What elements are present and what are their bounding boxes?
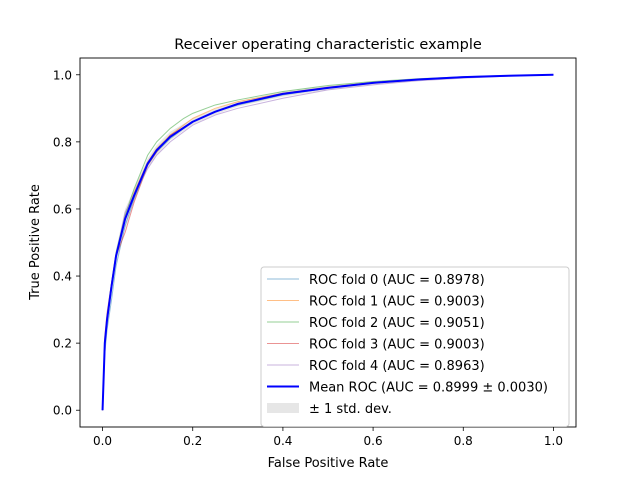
legend-label: ROC fold 2 (AUC = 0.9051)	[309, 316, 485, 331]
legend-swatch	[267, 403, 299, 413]
legend: ROC fold 0 (AUC = 0.8978) ROC fold 1 (AUC…	[260, 266, 570, 427]
mean-roc-line	[101, 73, 554, 411]
plot-area	[101, 73, 554, 411]
x-tick-label: 0.2	[183, 434, 202, 448]
x-tick-label: 1.0	[544, 434, 563, 448]
x-tick-label: 0.4	[273, 434, 292, 448]
y-tick-label: 0.4	[53, 270, 72, 284]
x-tick-label: 0.6	[364, 434, 383, 448]
x-tick-label: 0.8	[454, 434, 473, 448]
legend-box	[260, 266, 570, 427]
x-axis: 0.0 0.2 0.4 0.6 0.8 1.0	[93, 427, 563, 448]
y-tick-label: 0.6	[53, 202, 72, 216]
y-tick-label: 1.0	[53, 68, 72, 82]
legend-label: ± 1 std. dev.	[309, 402, 392, 417]
y-axis-label: True Positive Rate	[28, 184, 43, 301]
chart-title: Receiver operating characteristic exampl…	[174, 37, 482, 53]
x-axis-label: False Positive Rate	[268, 456, 389, 471]
y-tick-label: 0.2	[53, 337, 72, 351]
y-tick-label: 0.0	[53, 404, 72, 418]
legend-label: ROC fold 0 (AUC = 0.8978)	[309, 273, 485, 288]
y-axis: 0.0 0.2 0.4 0.6 0.8 1.0	[53, 68, 80, 418]
y-tick-label: 0.8	[53, 135, 72, 149]
legend-label: ROC fold 3 (AUC = 0.9003)	[309, 338, 485, 353]
legend-label: ROC fold 4 (AUC = 0.8963)	[309, 359, 485, 374]
x-tick-label: 0.0	[93, 434, 112, 448]
legend-label: Mean ROC (AUC = 0.8999 ± 0.0030)	[309, 381, 548, 396]
legend-label: ROC fold 1 (AUC = 0.9003)	[309, 295, 485, 310]
